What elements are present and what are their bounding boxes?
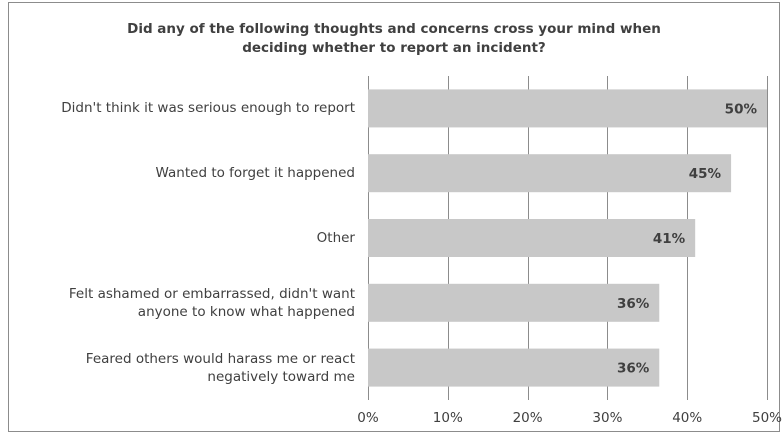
category-label-0-line-0: Didn't think it was serious enough to re… xyxy=(61,100,355,117)
category-label-2: Other xyxy=(0,229,355,247)
category-label-4-line-0: Feared others would harass me or react xyxy=(85,350,355,367)
category-label-4: Feared others would harass me or react ne… xyxy=(0,350,355,386)
bar-value-label-1: 45% xyxy=(689,166,722,182)
chart-title-line-2: deciding whether to report an incident? xyxy=(242,40,546,56)
bar-0 xyxy=(368,89,767,128)
category-label-1: Wanted to forget it happened xyxy=(0,164,355,182)
category-label-0: Didn't think it was serious enough to re… xyxy=(0,99,355,117)
category-label-4-line-1: negatively toward me xyxy=(207,368,355,385)
chart-frame xyxy=(8,2,780,432)
category-label-3-line-0: Felt ashamed or embarrassed, didn't want xyxy=(68,285,355,302)
bar-1 xyxy=(368,154,732,193)
x-tick-label-4: 40% xyxy=(672,410,702,426)
chart-title-line-1: Did any of the following thoughts and co… xyxy=(127,21,661,37)
x-tick-label-2: 20% xyxy=(513,410,543,426)
category-label-1-line-0: Wanted to forget it happened xyxy=(155,165,355,182)
x-tick-label-0: 0% xyxy=(357,410,379,426)
chart-title: Did any of the following thoughts and co… xyxy=(8,20,780,58)
category-label-3-line-1: anyone to know what happened xyxy=(137,303,355,320)
x-tick-label-1: 10% xyxy=(433,410,463,426)
bar-value-label-3: 36% xyxy=(617,296,650,312)
x-tick-label-5: 50% xyxy=(752,410,782,426)
category-label-3: Felt ashamed or embarrassed, didn't want… xyxy=(0,285,355,321)
bar-value-label-4: 36% xyxy=(617,361,650,377)
bar-3 xyxy=(368,283,660,322)
bar-value-label-2: 41% xyxy=(653,231,686,247)
category-label-2-line-0: Other xyxy=(316,230,355,246)
bar-2 xyxy=(368,219,696,257)
bar-4 xyxy=(368,348,660,387)
bar-value-label-0: 50% xyxy=(725,101,758,117)
x-tick-label-3: 30% xyxy=(592,410,622,426)
